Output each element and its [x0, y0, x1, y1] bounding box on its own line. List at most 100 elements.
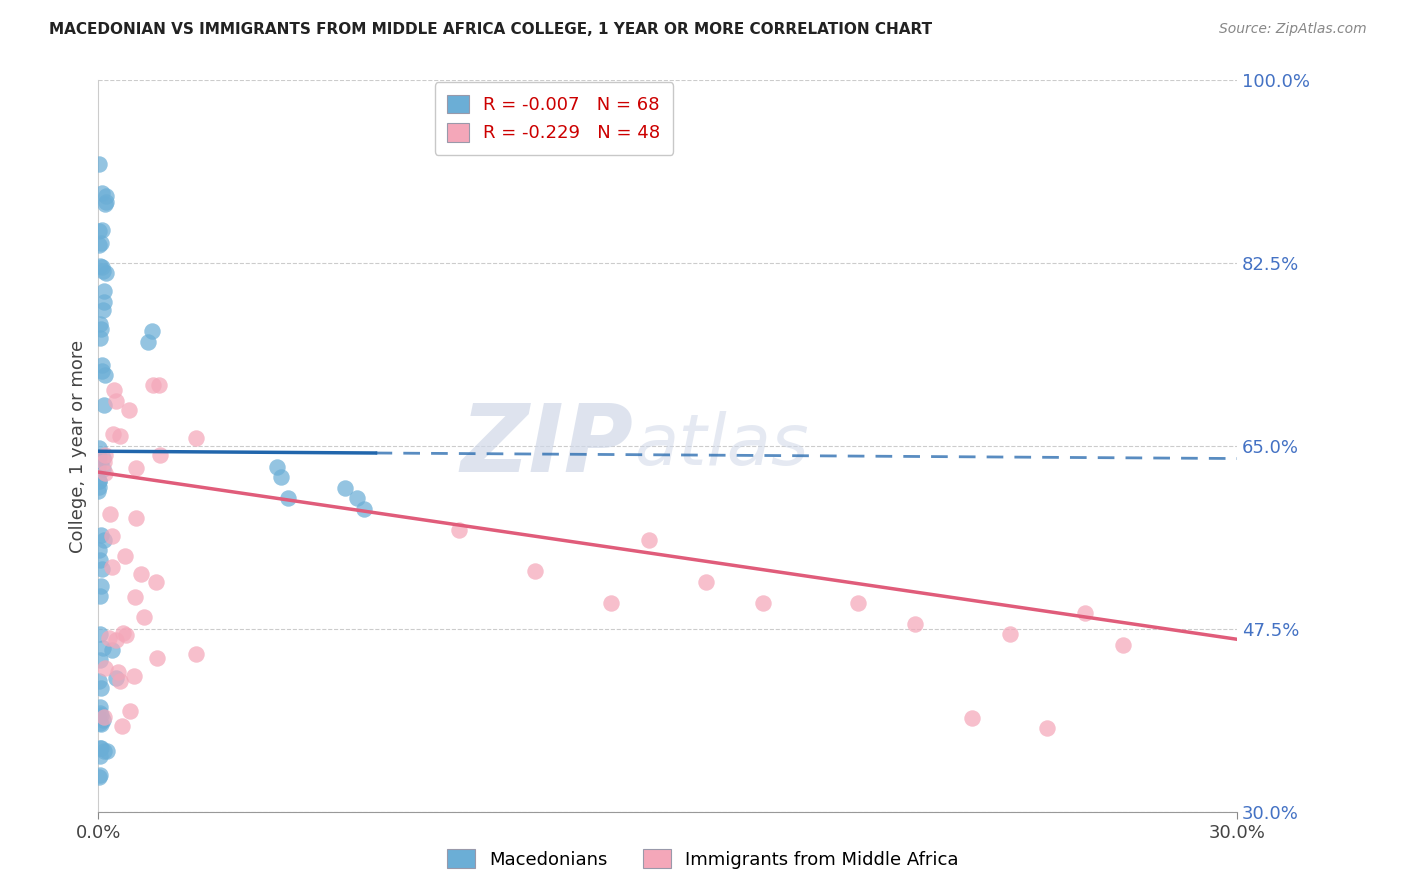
Point [124, 590, 146, 604]
Point [107, 665, 129, 679]
Text: atlas: atlas [634, 411, 808, 481]
Text: ZIP: ZIP [461, 400, 634, 492]
Point [638, 533, 661, 547]
Point [103, 384, 125, 398]
Point [124, 511, 146, 525]
Point [93, 197, 115, 211]
Point [96, 744, 118, 758]
Point [93, 533, 115, 548]
Point [90, 527, 112, 541]
Point [145, 575, 167, 590]
Point [101, 560, 124, 574]
Point [93, 710, 115, 724]
Point [91, 302, 114, 317]
Point [89, 479, 111, 493]
Legend: Macedonians, Immigrants from Middle Africa: Macedonians, Immigrants from Middle Afri… [440, 842, 966, 876]
Point [87, 542, 110, 557]
Point [89, 741, 111, 756]
Point [184, 647, 207, 661]
Point [91, 562, 114, 576]
Point [93, 285, 115, 299]
Point [104, 632, 127, 647]
Text: Source: ZipAtlas.com: Source: ZipAtlas.com [1219, 22, 1367, 37]
Point [87, 441, 110, 455]
Point [89, 331, 111, 345]
Point [108, 429, 131, 443]
Point [118, 402, 141, 417]
Point [87, 483, 110, 498]
Point [101, 427, 124, 442]
Point [104, 393, 127, 408]
Point [108, 673, 131, 688]
Point [524, 565, 547, 579]
Point [125, 460, 148, 475]
Point [89, 552, 111, 566]
Point [89, 749, 111, 764]
Point [93, 448, 115, 462]
Point [695, 574, 717, 589]
Point [266, 459, 288, 474]
Point [87, 450, 110, 464]
Point [89, 716, 111, 731]
Point [89, 317, 111, 331]
Point [1036, 721, 1059, 735]
Point [91, 358, 114, 372]
Point [904, 616, 927, 631]
Point [270, 470, 292, 484]
Point [90, 364, 112, 378]
Point [449, 523, 471, 537]
Point [90, 681, 112, 696]
Point [89, 700, 111, 714]
Point [120, 704, 142, 718]
Point [89, 770, 111, 784]
Point [91, 263, 114, 277]
Point [111, 718, 134, 732]
Point [87, 709, 110, 723]
Point [186, 431, 208, 445]
Point [98, 507, 121, 521]
Point [94, 266, 117, 280]
Point [87, 460, 110, 475]
Point [91, 186, 114, 200]
Point [87, 237, 110, 252]
Point [93, 455, 115, 469]
Point [335, 481, 357, 495]
Point [89, 224, 111, 238]
Point [346, 491, 368, 506]
Point [90, 578, 112, 592]
Point [93, 398, 115, 412]
Point [98, 632, 121, 646]
Point [998, 627, 1021, 641]
Point [752, 596, 775, 610]
Point [142, 377, 165, 392]
Point [146, 650, 169, 665]
Point [89, 626, 111, 640]
Point [148, 378, 170, 392]
Point [141, 324, 163, 338]
Point [90, 740, 112, 755]
Point [87, 673, 110, 688]
Point [131, 566, 153, 581]
Point [277, 491, 299, 506]
Legend: R = -0.007   N = 68, R = -0.229   N = 48: R = -0.007 N = 68, R = -0.229 N = 48 [434, 82, 673, 155]
Point [93, 744, 115, 758]
Point [89, 474, 111, 488]
Point [96, 194, 118, 209]
Point [89, 322, 111, 336]
Point [846, 596, 869, 610]
Point [91, 260, 114, 274]
Point [93, 295, 115, 310]
Point [89, 259, 111, 273]
Point [111, 625, 134, 640]
Point [134, 610, 156, 624]
Point [122, 669, 145, 683]
Point [89, 706, 111, 720]
Point [91, 713, 114, 727]
Point [136, 334, 159, 349]
Point [87, 157, 110, 171]
Text: MACEDONIAN VS IMMIGRANTS FROM MIDDLE AFRICA COLLEGE, 1 YEAR OR MORE CORRELATION : MACEDONIAN VS IMMIGRANTS FROM MIDDLE AFR… [49, 22, 932, 37]
Point [90, 235, 112, 250]
Point [149, 448, 172, 462]
Point [89, 589, 111, 603]
Point [960, 711, 983, 725]
